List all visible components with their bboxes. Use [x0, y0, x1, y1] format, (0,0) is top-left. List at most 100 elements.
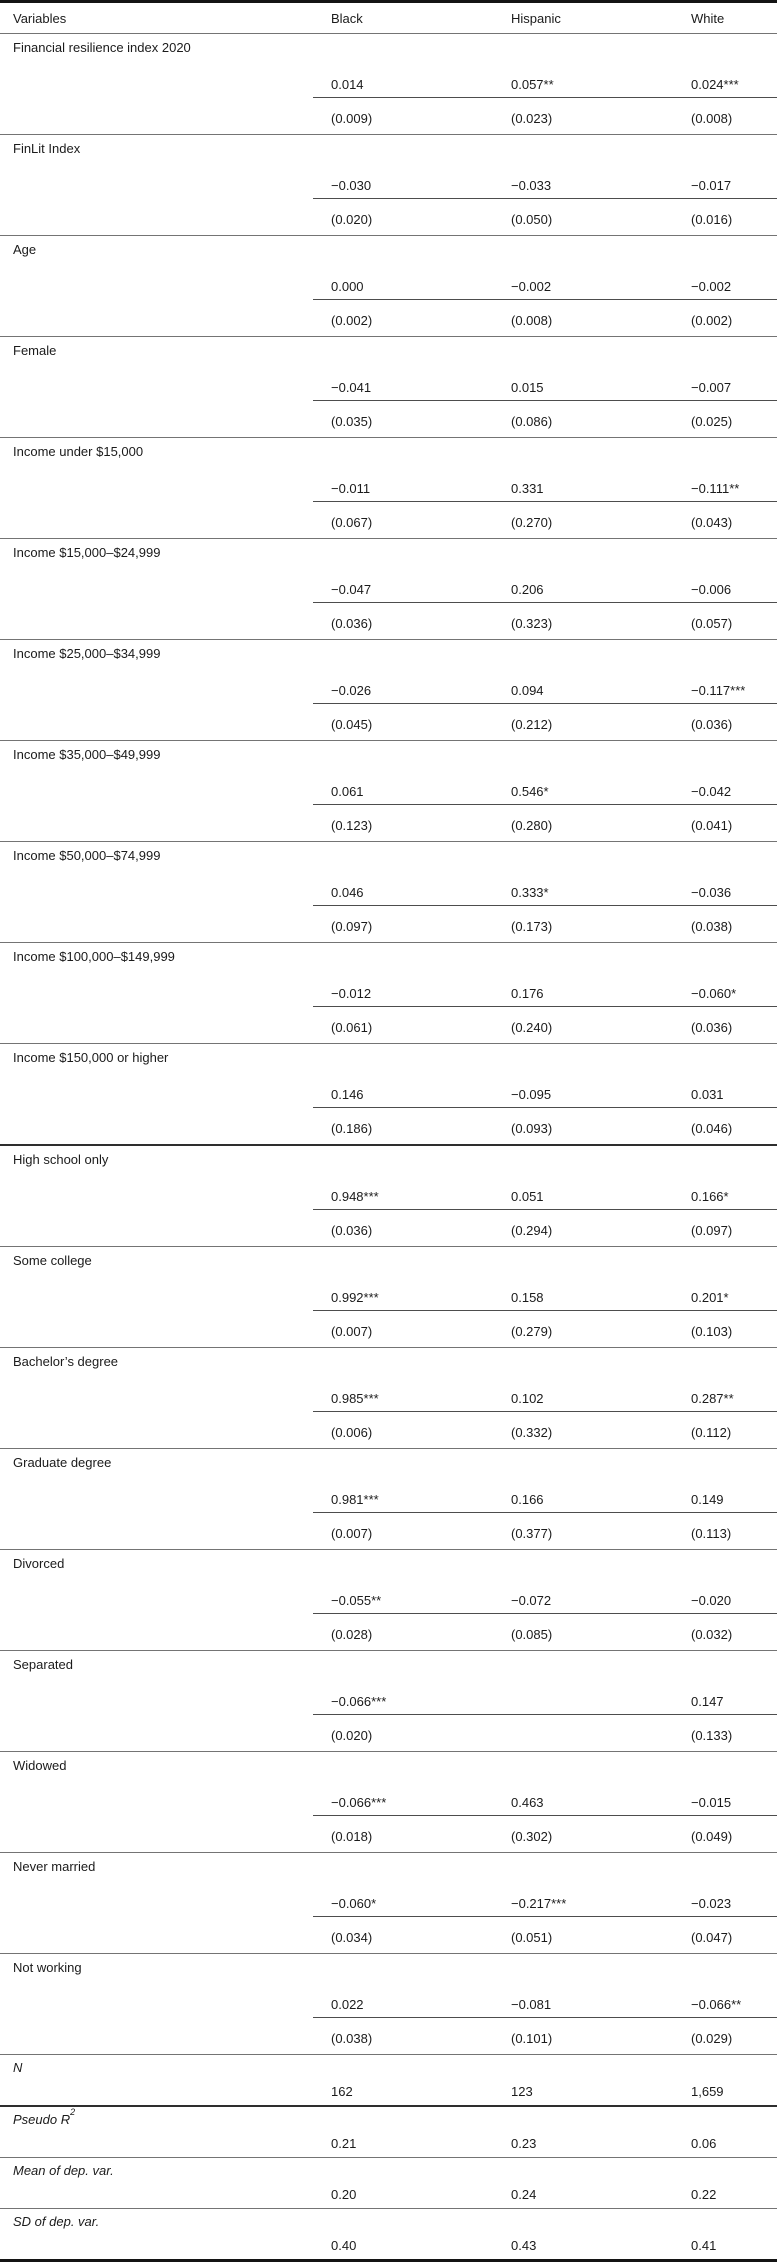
- variable-block: Income $50,000–$74,999 0.046 0.333* −0.036(…: [0, 841, 777, 942]
- standard-error-row: (0.028) (0.085) (0.032): [0, 1614, 777, 1650]
- coefficient-row: 0.014 0.057** 0.024***: [0, 61, 777, 98]
- summary-value: 1,659: [691, 2084, 724, 2099]
- empty-cell: [493, 640, 673, 667]
- empty-cell: [493, 741, 673, 768]
- empty-cell: [0, 300, 313, 336]
- empty-cell: [0, 1678, 313, 1715]
- coefficient-value: 0.176: [493, 970, 673, 1007]
- variable-label-row: Female: [0, 337, 777, 364]
- se-value: (0.377): [511, 1526, 553, 1541]
- se-value: (0.113): [691, 1526, 732, 1541]
- empty-cell: [0, 364, 313, 401]
- empty-cell: [673, 842, 777, 869]
- variable-block: Income $100,000–$149,999 −0.012 0.176 −0.06…: [0, 942, 777, 1043]
- variable-block: Bachelor’s degree 0.985*** 0.102 0.287** (0.…: [0, 1347, 777, 1448]
- empty-cell: [313, 1348, 493, 1375]
- se-value: (0.029): [691, 2031, 733, 2046]
- variable-label: Bachelor’s degree: [13, 1354, 119, 1369]
- empty-cell: [673, 1146, 777, 1173]
- se-value: (0.046): [691, 1121, 733, 1136]
- coefficient-row: −0.026 0.094 −0.117***: [0, 667, 777, 704]
- variable-block: Income $150,000 or higher 0.146 −0.095 0.03…: [0, 1043, 777, 1144]
- empty-cell: [493, 34, 673, 61]
- empty-cell: [313, 1550, 493, 1577]
- se-value: (0.097): [691, 1223, 733, 1238]
- coefficient-value: −0.066***: [313, 1678, 493, 1715]
- empty-cell: [313, 640, 493, 667]
- coefficient-value: −0.017: [673, 162, 777, 199]
- variable-label: Widowed: [13, 1758, 67, 1773]
- empty-cell: [0, 1981, 313, 2018]
- variable-block: Income $15,000–$24,999 −0.047 0.206 −0.006(…: [0, 538, 777, 639]
- empty-cell: [313, 1146, 493, 1173]
- se-value: (0.123): [331, 818, 373, 833]
- empty-cell: [0, 704, 313, 740]
- empty-cell: [0, 906, 313, 942]
- summary-value: 0.23: [511, 2136, 537, 2151]
- variable-block: Divorced −0.055** −0.072 −0.020 (0.028) (0.08…: [0, 1549, 777, 1650]
- coefficient-value: 0.147: [673, 1678, 777, 1715]
- empty-cell: [0, 263, 313, 300]
- summary-label-text: SD of dep. var.: [13, 2214, 100, 2229]
- variable-block: Age 0.000 −0.002 −0.002 (0.002) (0.008) (0.002…: [0, 235, 777, 336]
- standard-error-row: (0.007) (0.279) (0.103): [0, 1311, 777, 1347]
- empty-cell: [673, 135, 777, 162]
- empty-cell: [0, 1779, 313, 1816]
- empty-cell: [0, 1880, 313, 1917]
- empty-cell: [0, 1476, 313, 1513]
- standard-error-row: (0.036) (0.294) (0.097): [0, 1210, 777, 1246]
- empty-cell: [0, 1917, 313, 1953]
- empty-cell: [493, 539, 673, 566]
- coefficient-value: −0.011: [313, 465, 493, 502]
- empty-cell: [313, 2107, 493, 2131]
- se-value: (0.002): [691, 313, 733, 328]
- coefficient-value: −0.095: [493, 1071, 673, 1108]
- empty-cell: [0, 1412, 313, 1448]
- standard-error-row: (0.186) (0.093) (0.046): [0, 1108, 777, 1144]
- se-value: (0.009): [331, 111, 373, 126]
- empty-cell: [0, 2018, 313, 2054]
- summary-value: 0.22: [691, 2187, 717, 2202]
- empty-cell: [493, 943, 673, 970]
- coefficient-value: 0.094: [493, 667, 673, 704]
- coefficient-value: −0.030: [313, 162, 493, 199]
- empty-cell: [673, 337, 777, 364]
- variable-block: Graduate degree 0.981*** 0.166 0.149 (0.007)…: [0, 1448, 777, 1549]
- variable-label: Income $25,000–$34,999: [13, 646, 161, 661]
- empty-cell: [0, 2079, 313, 2105]
- se-value: (0.008): [511, 313, 553, 328]
- se-value: (0.036): [331, 616, 373, 631]
- coefficient-row: −0.066*** 0.147: [0, 1678, 777, 1715]
- se-value: (0.133): [691, 1728, 733, 1743]
- empty-cell: [0, 1513, 313, 1549]
- empty-cell: [313, 1651, 493, 1678]
- se-value: (0.049): [691, 1829, 733, 1844]
- empty-cell: [673, 236, 777, 263]
- se-value: (0.280): [511, 818, 553, 833]
- variable-label-row: Income $50,000–$74,999: [0, 842, 777, 869]
- empty-cell: [673, 1044, 777, 1071]
- empty-cell: [313, 2209, 493, 2233]
- empty-cell: [673, 539, 777, 566]
- coefficient-row: −0.012 0.176 −0.060*: [0, 970, 777, 1007]
- variable-label: Divorced: [13, 1556, 65, 1571]
- variable-label-row: Income $150,000 or higher: [0, 1044, 777, 1071]
- variable-label: Income under $15,000: [13, 444, 144, 459]
- empty-cell: [493, 1247, 673, 1274]
- summary-value: 0.43: [511, 2238, 537, 2253]
- summary-label-text: Mean of dep. var.: [13, 2163, 114, 2178]
- summary-value: 0.20: [331, 2187, 357, 2202]
- se-value: (0.006): [331, 1425, 373, 1440]
- variable-block: Separated −0.066*** 0.147 (0.020) (0.133): [0, 1650, 777, 1751]
- empty-cell: [493, 236, 673, 263]
- table-summary: N 162 123 1,659 Pseudo R 2 0.21 0.23 0.06 Mean of…: [0, 2054, 777, 2259]
- coefficient-value: 0.166*: [673, 1173, 777, 1210]
- coefficient-value: −0.015: [673, 1779, 777, 1816]
- variable-label: Income $150,000 or higher: [13, 1050, 169, 1065]
- coefficient-value: 0.046: [313, 869, 493, 906]
- coefficient-value: −0.072: [493, 1577, 673, 1614]
- empty-cell: [673, 1449, 777, 1476]
- coefficient-row: −0.011 0.331 −0.111**: [0, 465, 777, 502]
- empty-cell: [673, 34, 777, 61]
